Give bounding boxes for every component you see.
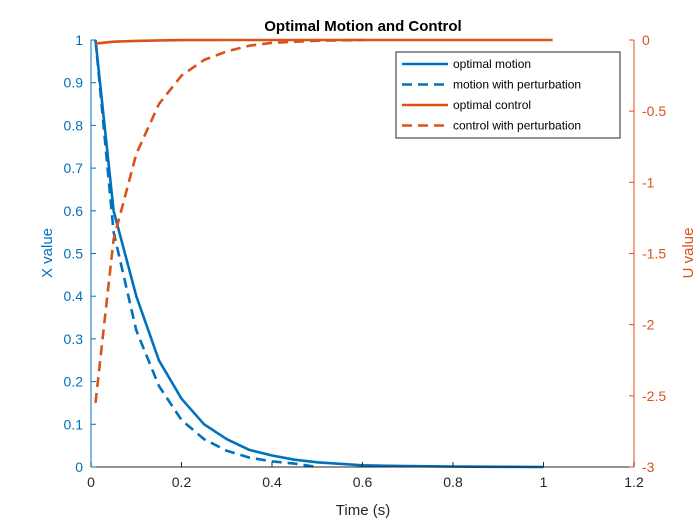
y-axis-right-label: U value — [680, 228, 697, 279]
y-right-tick-label: -1.5 — [642, 246, 666, 262]
x-tick-label: 0.4 — [262, 474, 282, 490]
y-left-tick-label: 0.5 — [64, 246, 84, 262]
y-left-tick-label: 0.3 — [64, 331, 84, 347]
x-tick-label: 1.2 — [624, 474, 644, 490]
y-right-tick-label: -2.5 — [642, 388, 666, 404]
y-left-tick-label: 0.7 — [64, 160, 84, 176]
y-left-tick-label: 0.6 — [64, 203, 84, 219]
y-right-tick-label: -1 — [642, 174, 655, 190]
y-left-tick-label: 0.4 — [64, 288, 84, 304]
x-tick-label: 1 — [540, 474, 548, 490]
y-left-tick-label: 0.8 — [64, 117, 84, 133]
y-left-tick-label: 1 — [75, 32, 83, 48]
y-right-tick-label: -3 — [642, 459, 655, 475]
legend-entry: optimal control — [453, 98, 531, 112]
y-left-tick-label: 0.2 — [64, 374, 84, 390]
legend: optimal motion motion with perturbation op… — [395, 51, 621, 139]
chart-title: Optimal Motion and Control — [264, 18, 461, 35]
y-left-tick-label: 0.9 — [64, 75, 84, 91]
legend-box — [395, 51, 621, 139]
x-tick-label: 0.8 — [443, 474, 463, 490]
y-left-tick-label: 0.1 — [64, 416, 84, 432]
axes: 0 0.2 0.4 0.6 0.8 1 1.2 0 0.1 0.2 0.3 0.4 0.5 0.6 0.7 0… — [64, 32, 667, 490]
y-left-tick-label: 0 — [75, 459, 83, 475]
x-axis-label: Time (s) — [336, 502, 390, 519]
y-axis-left-label: X value — [39, 228, 56, 278]
x-tick-label: 0.6 — [353, 474, 373, 490]
plot-area — [94, 38, 553, 469]
y-right-tick-label: 0 — [642, 32, 650, 48]
series-line-optimal-control — [95, 38, 553, 45]
series-line-motion-with-perturbation — [94, 39, 318, 469]
legend-entry: control with perturbation — [453, 119, 581, 133]
x-tick-label: 0.2 — [172, 474, 192, 490]
y-right-tick-label: -2 — [642, 317, 655, 333]
legend-entry: optimal motion — [453, 57, 531, 71]
y-right-tick-label: -0.5 — [642, 103, 666, 119]
x-tick-label: 0 — [87, 474, 95, 490]
legend-entry: motion with perturbation — [453, 78, 581, 92]
series-line-control-with-perturbation — [94, 38, 363, 404]
series-line-optimal-motion — [94, 39, 544, 469]
